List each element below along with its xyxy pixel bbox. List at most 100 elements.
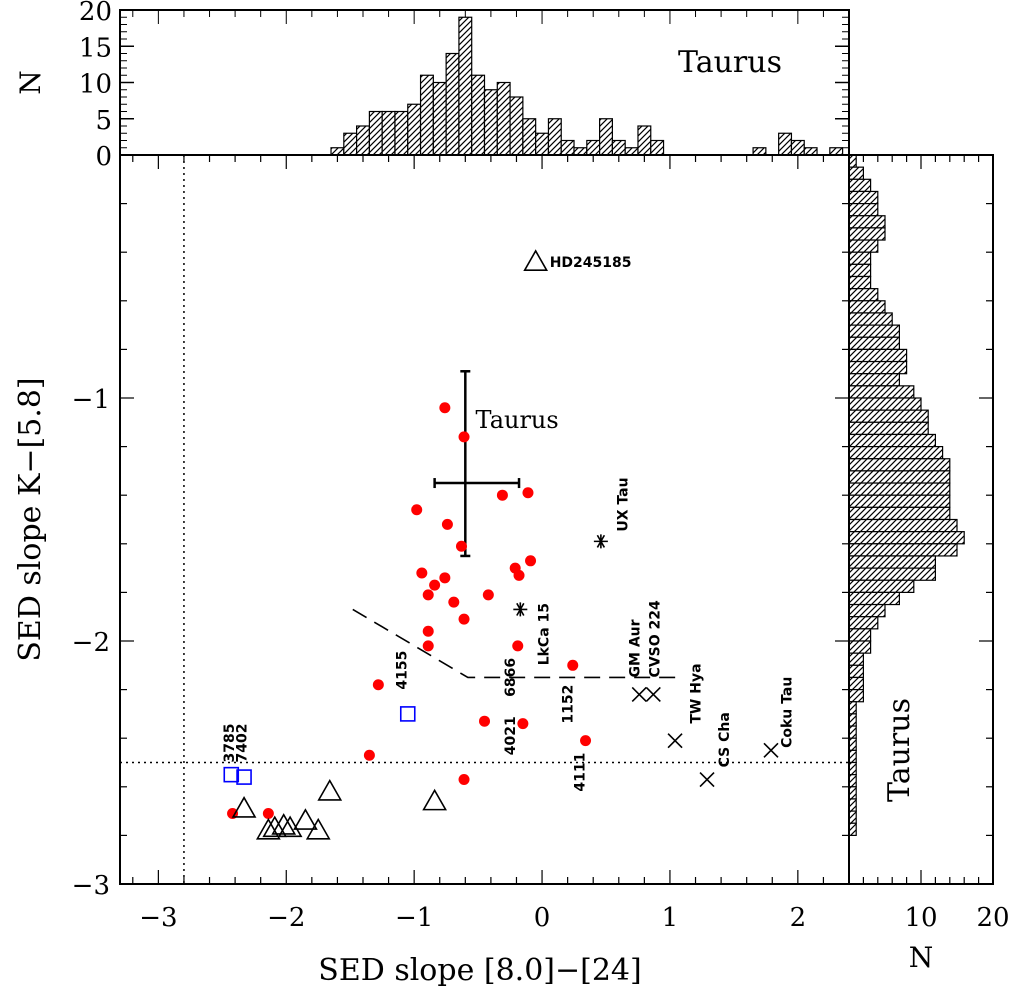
red-dot-point: [458, 613, 470, 625]
triangle-point: [317, 779, 343, 801]
right-hist-bar: [848, 555, 937, 569]
top-hist-bar: [790, 139, 805, 156]
right-hist-label-taurus: Taurus: [882, 698, 917, 802]
top-hist-bar: [752, 147, 767, 156]
point-label: 1152: [561, 685, 577, 724]
right-hist-bar: [848, 397, 922, 411]
top-hist-bar: [368, 110, 383, 156]
right-hist-bar: [848, 531, 965, 545]
point-label: CS Cha: [717, 712, 733, 767]
x-tick-label: −2: [267, 903, 305, 933]
top-hist-bar: [471, 74, 486, 156]
right-hist-xtick-label: 10: [904, 903, 937, 933]
cross-point: [763, 742, 779, 758]
right-hist-bar: [848, 761, 857, 776]
top-hist-bar: [445, 52, 460, 156]
top-hist-ytick-label: 10: [79, 70, 112, 100]
right-hist-bar: [848, 336, 901, 350]
top-hist-bar: [496, 81, 511, 156]
right-hist-bar: [848, 798, 857, 812]
top-hist-bar: [560, 139, 575, 156]
y-tick-label: −3: [72, 871, 110, 901]
cross-point: [699, 771, 715, 788]
y-axis-label: SED slope K−[5.8]: [13, 377, 48, 661]
red-dot-point: [422, 640, 434, 652]
main-scatter-panel: −3 −2 −1 0 1 2 −3 −2 −1 SED slope [8.0]−[24] SED s…: [13, 154, 850, 988]
right-hist-bar: [848, 603, 886, 618]
top-hist-bar: [611, 139, 626, 156]
right-hist-bar: [848, 312, 893, 326]
right-hist-bar: [848, 494, 951, 508]
top-hist-bar: [394, 110, 409, 156]
red-dot-point: [363, 749, 375, 761]
right-hist-xtick-label: 20: [976, 903, 1009, 933]
top-hist-bar: [547, 118, 562, 156]
x-axis-label: SED slope [8.0]−[24]: [318, 953, 641, 988]
right-hist-bar: [848, 470, 951, 484]
top-hist-bar: [829, 147, 844, 156]
red-dot-point: [496, 489, 508, 501]
right-hist-bar: [848, 385, 915, 399]
top-hist-bar: [356, 125, 370, 156]
top-hist-ytick-label: 5: [95, 106, 112, 136]
right-hist-bar: [848, 288, 879, 302]
point-label: 4111: [572, 753, 588, 792]
right-hist-bar: [848, 446, 944, 460]
top-histogram-panel: 0 5 10 15 20 N Taurus: [14, 0, 850, 172]
point-label: 7402: [235, 724, 251, 763]
point-label: CVSO 224: [648, 600, 664, 677]
triangle-point: [271, 813, 297, 835]
right-hist-bar: [848, 506, 951, 521]
right-hist-bar: [848, 579, 915, 593]
main-plot-frame: [119, 154, 850, 885]
right-hist-bar: [848, 421, 929, 436]
right-hist-bar: [848, 713, 857, 727]
right-hist-bar: [848, 263, 872, 278]
right-hist-bar: [848, 810, 857, 824]
right-hist-bar: [848, 190, 879, 205]
point-label: TW Hya: [689, 663, 705, 723]
right-hist-bar: [848, 482, 951, 496]
point-label: 4021: [503, 716, 519, 755]
point-label: LkCa 15: [536, 603, 552, 665]
right-hist-bar: [848, 518, 958, 533]
right-hist-bar: [848, 239, 879, 253]
right-hist-bar: [848, 725, 857, 739]
triangle-point: [231, 796, 257, 818]
point-label: 6866: [503, 658, 519, 697]
right-hist-bar: [848, 591, 901, 606]
right-hist-bar: [848, 324, 901, 338]
triangle-point: [262, 815, 288, 838]
red-dot-point: [448, 596, 460, 608]
dashed-boundary-line: [352, 608, 683, 679]
right-hist-bar: [848, 300, 886, 314]
right-hist-bar: [848, 688, 864, 703]
asterisk-point: [513, 602, 528, 617]
top-hist-bar: [624, 147, 639, 156]
right-hist-bar: [848, 203, 879, 217]
right-hist-bar: [848, 178, 872, 193]
triangle-point: [305, 817, 331, 840]
asterisk-point: [593, 534, 608, 549]
right-hist-bar: [848, 227, 886, 241]
top-hist-bar: [483, 89, 498, 156]
top-hist-bar: [599, 118, 613, 156]
red-dot-point: [441, 518, 453, 530]
y-tick-label: −2: [72, 628, 110, 658]
red-dot-point: [580, 735, 592, 747]
right-hist-bar: [848, 616, 879, 630]
triangle-point: [277, 815, 303, 838]
top-hist-bar: [573, 147, 588, 156]
top-hist-bar: [522, 118, 537, 156]
x-tick-label: −3: [139, 903, 177, 933]
red-dot-point: [411, 504, 423, 516]
right-hist-bar: [848, 360, 908, 375]
top-hist-bar: [432, 81, 447, 156]
right-hist-bar: [848, 786, 857, 800]
red-dot-point: [372, 679, 384, 691]
top-hist-bar: [637, 125, 652, 156]
red-dot-point: [512, 640, 524, 652]
cross-point: [631, 686, 647, 703]
top-hist-bar: [509, 96, 524, 156]
point-label: 3785: [222, 724, 238, 763]
